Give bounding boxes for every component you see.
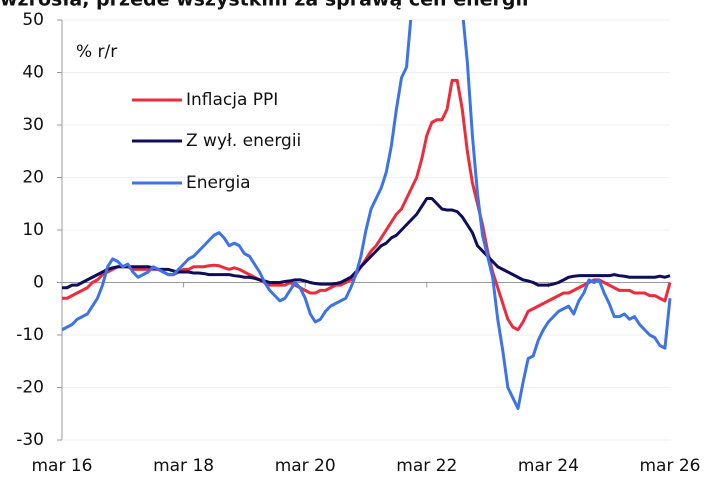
y-tick-label: -10 (16, 325, 44, 345)
x-tick-label: mar 20 (275, 456, 336, 476)
legend-label: Z wył. energii (186, 131, 301, 151)
series-line (62, 20, 672, 410)
y-tick-label: 40 (22, 63, 44, 83)
y-tick-label: 0 (33, 273, 44, 293)
x-tick-label: mar 26 (639, 456, 700, 476)
y-tick-label: 50 (22, 10, 44, 30)
y-unit-label: % r/r (76, 42, 117, 62)
x-tick-label: mar 22 (396, 456, 457, 476)
x-tick-label: mar 24 (518, 456, 579, 476)
y-tick-label: -20 (16, 378, 44, 398)
series-line (62, 78, 672, 332)
chart-title: wzrosła, przede wszystkim za sprawą cen … (0, 0, 529, 11)
lines (62, 20, 672, 410)
y-tick-label: 30 (22, 115, 44, 135)
grid (57, 19, 671, 441)
y-tick-label: 20 (22, 168, 44, 188)
legend-label: Energia (186, 173, 251, 193)
y-tick-label: -30 (16, 430, 44, 450)
legend-label: Inflacja PPI (186, 90, 278, 110)
y-tick-label: 10 (22, 220, 44, 240)
x-tick-label: mar 18 (153, 456, 214, 476)
x-tick-label: mar 16 (31, 456, 92, 476)
series-line (62, 197, 671, 290)
